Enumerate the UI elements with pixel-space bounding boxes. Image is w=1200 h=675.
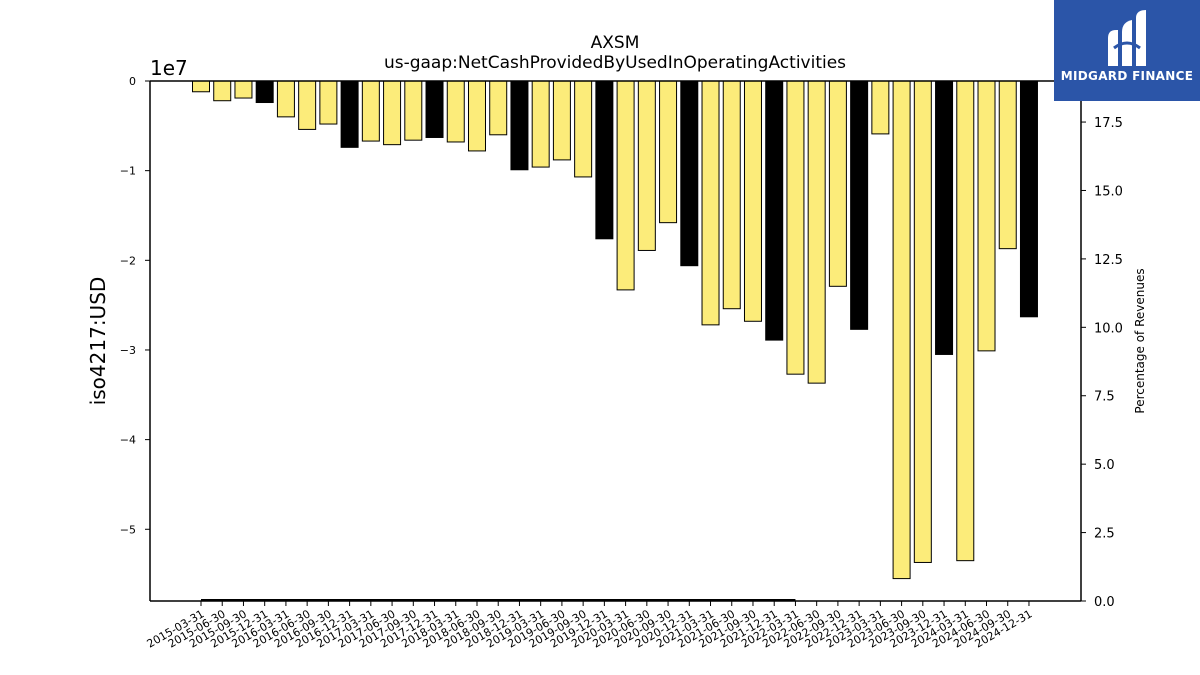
bar-2016-03-31: [276, 80, 295, 118]
bar-2015-03-31: [192, 80, 210, 93]
y2-tick-label: 12.5: [1094, 253, 1123, 268]
y-ticks-group: 0 −1 −2 −3 −4 −5: [120, 75, 150, 536]
bar-2017-09-30: [404, 80, 423, 141]
bar-2021-09-30: [743, 80, 762, 322]
y2-tick-label: 0.0: [1094, 595, 1115, 610]
bar-2022-12-31: [850, 80, 869, 330]
bar-2015-12-31: [255, 80, 274, 104]
bar-2019-03-31: [531, 80, 550, 168]
bar-2017-03-31: [361, 80, 380, 142]
chart-title: AXSM: [591, 33, 640, 53]
bar-2018-06-30: [467, 80, 486, 152]
chart-subtitle: us-gaap:NetCashProvidedByUsedInOperating…: [384, 53, 846, 73]
bar-2024-12-31: [1019, 80, 1038, 318]
bar-2022-09-30: [828, 80, 847, 287]
bar-2020-06-30: [637, 80, 656, 251]
bar-2022-03-31: [786, 80, 805, 375]
midgard-finance-logo: MIDGARD FINANCE: [1054, 0, 1200, 101]
y-tick-label: −2: [120, 254, 136, 267]
bar-2021-03-31: [701, 80, 720, 326]
bar-2019-12-31: [595, 80, 614, 240]
bar-2023-03-31: [871, 80, 890, 135]
bar-2019-09-30: [574, 80, 593, 178]
y2-tick-label: 17.5: [1094, 116, 1123, 131]
bar-2020-03-31: [616, 80, 635, 291]
y2-axis-label: Percentage of Revenues: [1133, 268, 1147, 413]
y2-ticks-group: 0.0 2.5 5.0 7.5 10.0 12.5 15.0 17.5: [1081, 116, 1123, 610]
bar-2018-03-31: [446, 80, 465, 143]
bar-2020-12-31: [680, 80, 699, 267]
y-tick-label: −3: [120, 344, 136, 357]
logo-text: MIDGARD FINANCE: [1060, 69, 1194, 83]
y-axis-label: iso4217:USD: [86, 277, 110, 406]
bar-2017-12-31: [425, 80, 444, 138]
y2-tick-label: 15.0: [1094, 184, 1123, 199]
bar-2015-06-30: [213, 80, 232, 102]
bar-2024-06-30: [977, 80, 996, 352]
bar-2023-12-31: [935, 80, 954, 355]
bar-2021-12-31: [765, 80, 784, 341]
y-tick-label: −4: [120, 434, 136, 447]
bar-2019-06-30: [552, 80, 571, 161]
bar-2023-06-30: [892, 80, 911, 580]
bar-2022-06-30: [807, 80, 826, 384]
bar-2018-09-30: [489, 80, 508, 136]
midgard-logo-icon: [1108, 10, 1146, 66]
bars-group: [192, 80, 1038, 580]
y2-tick-label: 10.0: [1094, 321, 1123, 336]
y2-tick-label: 7.5: [1094, 390, 1115, 405]
axes-frame: [149, 80, 1082, 602]
y-exponent-label: 1e7: [150, 56, 188, 80]
x-ticks-group: 2015-03-312015-06-302015-09-302015-12-31…: [145, 601, 1034, 651]
bar-2023-09-30: [913, 80, 932, 563]
bar-2016-12-31: [340, 80, 359, 148]
bar-2016-06-30: [298, 80, 317, 130]
bar-2016-09-30: [319, 80, 338, 125]
bar-2020-09-30: [659, 80, 678, 224]
bar-2021-06-30: [722, 80, 741, 310]
bar-2024-09-30: [998, 80, 1017, 250]
bar-2015-09-30: [234, 80, 253, 99]
y2-tick-label: 2.5: [1094, 527, 1115, 542]
bar-2024-03-31: [956, 80, 975, 562]
bar-2017-06-30: [383, 80, 402, 146]
bar-2018-12-31: [510, 80, 529, 171]
y-tick-label: −5: [120, 523, 136, 536]
y-tick-label: −1: [120, 165, 136, 178]
y-tick-label: 0: [129, 75, 136, 88]
y2-tick-label: 5.0: [1094, 458, 1115, 473]
